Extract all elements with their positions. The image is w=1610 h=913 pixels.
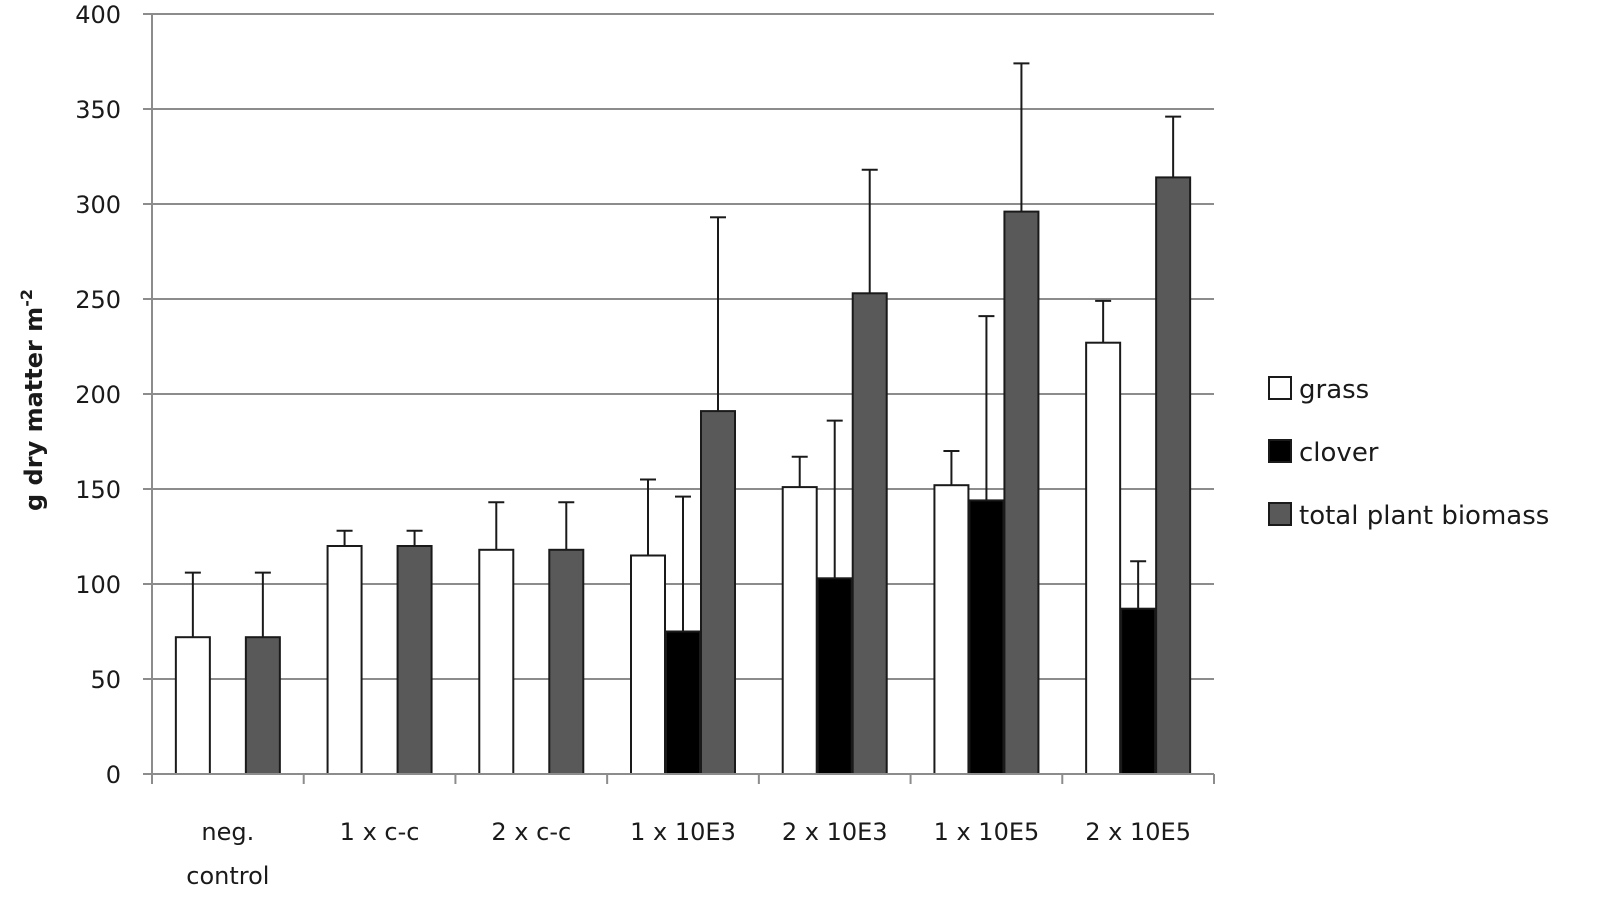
bar-grass: [933, 484, 970, 775]
x-tick-label: 2 x 10E5: [1085, 818, 1191, 846]
legend-swatch: [1268, 439, 1292, 463]
y-axis-label: g dry matter m-2: [17, 289, 48, 511]
y-tick-label: 400: [75, 1, 121, 29]
y-tick-label: 150: [75, 476, 121, 504]
y-tick-label: 300: [75, 191, 121, 219]
x-tick-label: 2 x c-c: [491, 818, 571, 846]
bar-total-plant-biomass: [1155, 176, 1192, 775]
y-tick-label: 250: [75, 286, 121, 314]
bar-grass: [630, 554, 666, 775]
y-axis-label-text: g dry matter m: [20, 307, 48, 511]
x-tick-label: neg. control: [186, 818, 269, 890]
y-tick-label: 350: [75, 96, 121, 124]
x-tick-label: 1 x 10E3: [630, 818, 736, 846]
bar-grass: [781, 486, 818, 775]
x-tick-label: 1 x c-c: [340, 818, 420, 846]
bar-total-plant-biomass: [548, 548, 585, 775]
y-axis-label-superscript: -2: [17, 289, 36, 307]
bar-grass: [478, 548, 515, 775]
bars: [174, 176, 1192, 776]
x-tick-label: 1 x 10E5: [934, 818, 1040, 846]
bar-total-plant-biomass: [1003, 210, 1040, 776]
error-bars: [184, 62, 1182, 638]
legend-label: clover: [1299, 438, 1379, 468]
bar-clover: [968, 499, 1005, 775]
bar-grass: [174, 636, 211, 776]
legend: grass clover total plant biomass: [1268, 375, 1549, 531]
y-tick-label: 200: [75, 381, 121, 409]
y-axis: 0 50 100 150 200 250 300 350 400: [75, 1, 153, 789]
bar-grass: [1085, 341, 1122, 775]
legend-swatch: [1268, 502, 1292, 526]
bar-total-plant-biomass: [396, 545, 433, 775]
bar-clover: [665, 630, 701, 775]
legend-swatch: [1268, 376, 1292, 400]
x-axis: neg. control 1 x c-c 2 x c-c 1 x 10E3 2 x 10E…: [151, 773, 1215, 890]
bar-total-plant-biomass: [851, 292, 888, 775]
bar-total-plant-biomass: [244, 636, 281, 776]
x-tick-label: 2 x 10E3: [782, 818, 888, 846]
legend-label: total plant biomass: [1299, 501, 1549, 531]
y-tick-label: 0: [106, 761, 121, 789]
bar-grass: [326, 545, 363, 775]
legend-label: grass: [1299, 375, 1369, 405]
y-tick-label: 50: [90, 666, 121, 694]
bar-clover: [816, 577, 853, 775]
y-tick-label: 100: [75, 571, 121, 599]
bar-total-plant-biomass: [700, 410, 736, 775]
bar-clover: [1120, 607, 1157, 776]
